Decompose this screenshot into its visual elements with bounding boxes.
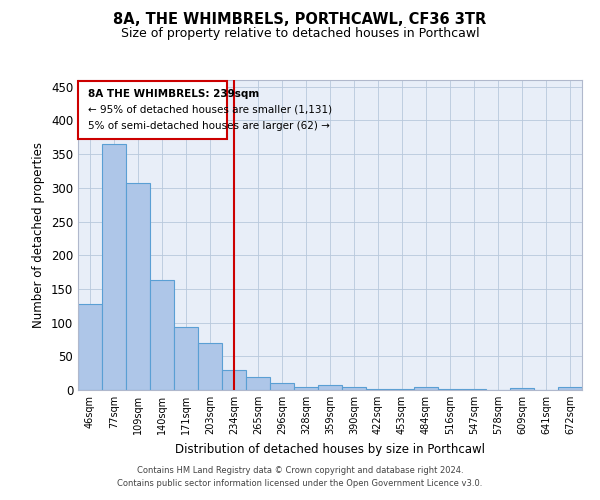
Bar <box>126 183 150 390</box>
Bar <box>246 376 270 390</box>
X-axis label: Distribution of detached houses by size in Porthcawl: Distribution of detached houses by size … <box>175 442 485 456</box>
Bar <box>414 388 438 390</box>
Bar <box>198 343 222 390</box>
Bar <box>102 144 126 390</box>
Text: 8A, THE WHIMBRELS, PORTHCAWL, CF36 3TR: 8A, THE WHIMBRELS, PORTHCAWL, CF36 3TR <box>113 12 487 28</box>
Bar <box>366 388 390 390</box>
Bar <box>270 384 294 390</box>
Bar <box>222 370 246 390</box>
Text: 5% of semi-detached houses are larger (62) →: 5% of semi-detached houses are larger (6… <box>88 121 330 131</box>
Bar <box>558 388 582 390</box>
Bar <box>294 386 318 390</box>
Bar <box>318 384 342 390</box>
Bar <box>510 388 534 390</box>
Text: ← 95% of detached houses are smaller (1,131): ← 95% of detached houses are smaller (1,… <box>88 105 332 115</box>
Text: 8A THE WHIMBRELS: 239sqm: 8A THE WHIMBRELS: 239sqm <box>88 89 259 99</box>
Bar <box>78 304 102 390</box>
Bar <box>342 388 366 390</box>
Bar <box>174 326 198 390</box>
Text: Size of property relative to detached houses in Porthcawl: Size of property relative to detached ho… <box>121 28 479 40</box>
FancyBboxPatch shape <box>78 82 227 138</box>
Text: Contains HM Land Registry data © Crown copyright and database right 2024.
Contai: Contains HM Land Registry data © Crown c… <box>118 466 482 487</box>
Bar <box>150 280 174 390</box>
Y-axis label: Number of detached properties: Number of detached properties <box>32 142 46 328</box>
